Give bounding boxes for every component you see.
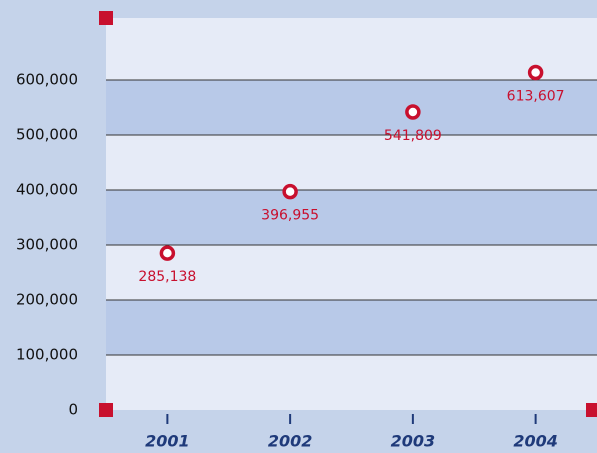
band bbox=[106, 300, 597, 355]
point bbox=[159, 245, 176, 261]
band bbox=[106, 80, 597, 135]
x-tick-label: 2003 bbox=[391, 432, 436, 451]
y-tick-label: 300,000 bbox=[16, 236, 78, 254]
y-tick-label: 100,000 bbox=[16, 346, 78, 364]
y-tick-label: 600,000 bbox=[16, 71, 78, 89]
y-tick-label: 0 bbox=[68, 401, 78, 419]
y-tick-label: 400,000 bbox=[16, 181, 78, 199]
x-tick-label: 2001 bbox=[145, 432, 190, 451]
value-label: 396,955 bbox=[261, 208, 319, 224]
point bbox=[405, 104, 421, 120]
band bbox=[106, 190, 597, 245]
corner-marker bbox=[99, 11, 113, 25]
value-label: 285,138 bbox=[138, 269, 196, 285]
value-label: 541,809 bbox=[384, 128, 442, 144]
y-tick-label: 500,000 bbox=[16, 126, 78, 144]
y-tick-label: 200,000 bbox=[16, 291, 78, 309]
point bbox=[282, 183, 298, 200]
x-tick-label: 2002 bbox=[268, 432, 313, 451]
x-tick-label: 2004 bbox=[513, 432, 558, 451]
value-label: 613,607 bbox=[507, 89, 565, 105]
corner-marker bbox=[99, 403, 113, 417]
corner-marker bbox=[586, 403, 597, 417]
point bbox=[527, 64, 544, 81]
